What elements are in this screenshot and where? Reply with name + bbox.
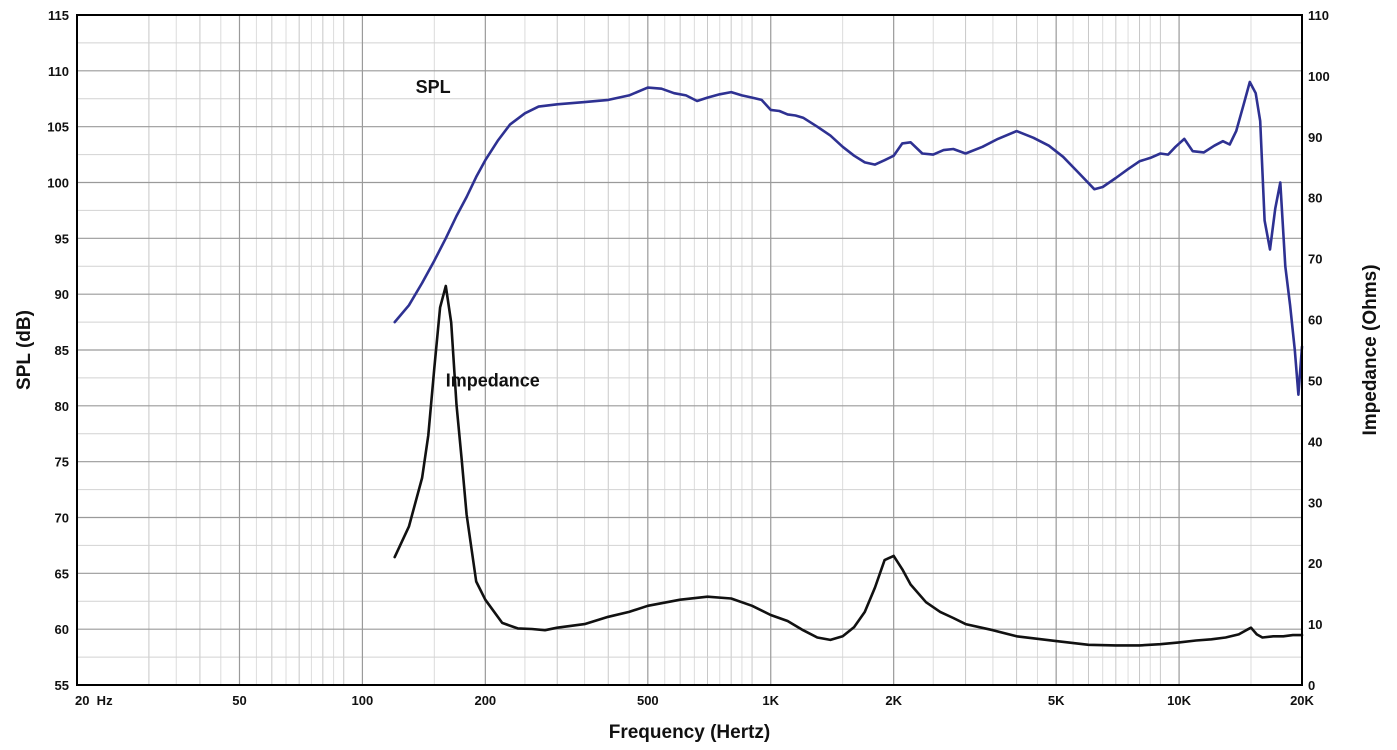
y-left-tick-label: 55 — [55, 678, 69, 693]
major-gridlines — [77, 14, 1302, 686]
y-right-tick-label: 30 — [1308, 495, 1322, 510]
x-tick-label: 20K — [1290, 693, 1314, 708]
y-right-tick-label: 40 — [1308, 434, 1322, 449]
y-left-tick-label: 105 — [47, 120, 69, 135]
series-line-impedance — [393, 284, 1304, 647]
y-right-tick-label: 80 — [1308, 191, 1322, 206]
y-right-tick-label: 90 — [1308, 130, 1322, 145]
y-left-tick-label: 70 — [55, 511, 69, 526]
tick-labels: 20 Hz 50 100 200 500 1K 2K 5K 10K 20K556065707580… — [47, 8, 1329, 708]
y-left-tick-label: 80 — [55, 399, 69, 414]
y-right-tick-label: 0 — [1308, 678, 1315, 693]
y-left-tick-label: 85 — [55, 343, 69, 358]
y-left-tick-label: 115 — [48, 8, 69, 23]
y-left-tick-label: 75 — [55, 455, 69, 470]
x-tick-label: 50 — [232, 693, 246, 708]
series-label-spl: SPL — [416, 77, 451, 97]
y-left-tick-label: 60 — [55, 622, 69, 637]
y-axis-left-title: SPL (dB) — [14, 310, 35, 390]
y-right-tick-label: 100 — [1308, 69, 1330, 84]
series-line-spl — [393, 80, 1304, 397]
x-tick-label: 1K — [762, 693, 779, 708]
y-left-tick-label: 90 — [55, 287, 69, 302]
x-tick-label: 20 Hz — [75, 693, 113, 708]
series-layer — [393, 80, 1304, 647]
plot-frame — [76, 14, 1303, 686]
y-left-tick-label: 95 — [55, 231, 69, 246]
x-axis-title: Frequency (Hertz) — [609, 722, 771, 743]
y-right-tick-label: 110 — [1308, 8, 1329, 23]
y-left-tick-label: 110 — [48, 64, 69, 79]
x-tick-label: 5K — [1048, 693, 1065, 708]
series-label-impedance: Impedance — [446, 371, 540, 391]
y-axis-right-title: Impedance (Ohms) — [1360, 264, 1381, 435]
x-tick-label: 10K — [1167, 693, 1191, 708]
x-tick-label: 200 — [474, 693, 496, 708]
y-right-tick-label: 20 — [1308, 556, 1322, 571]
y-right-tick-label: 70 — [1308, 252, 1322, 267]
y-right-tick-label: 10 — [1308, 617, 1322, 632]
y-left-tick-label: 65 — [55, 566, 69, 581]
series-labels: SPL Impedance — [416, 77, 540, 390]
x-tick-label: 500 — [637, 693, 659, 708]
y-right-tick-label: 50 — [1308, 373, 1322, 388]
y-left-tick-label: 100 — [47, 176, 69, 191]
x-tick-label: 2K — [885, 693, 902, 708]
y-right-tick-label: 60 — [1308, 313, 1322, 328]
x-tick-label: 100 — [352, 693, 374, 708]
